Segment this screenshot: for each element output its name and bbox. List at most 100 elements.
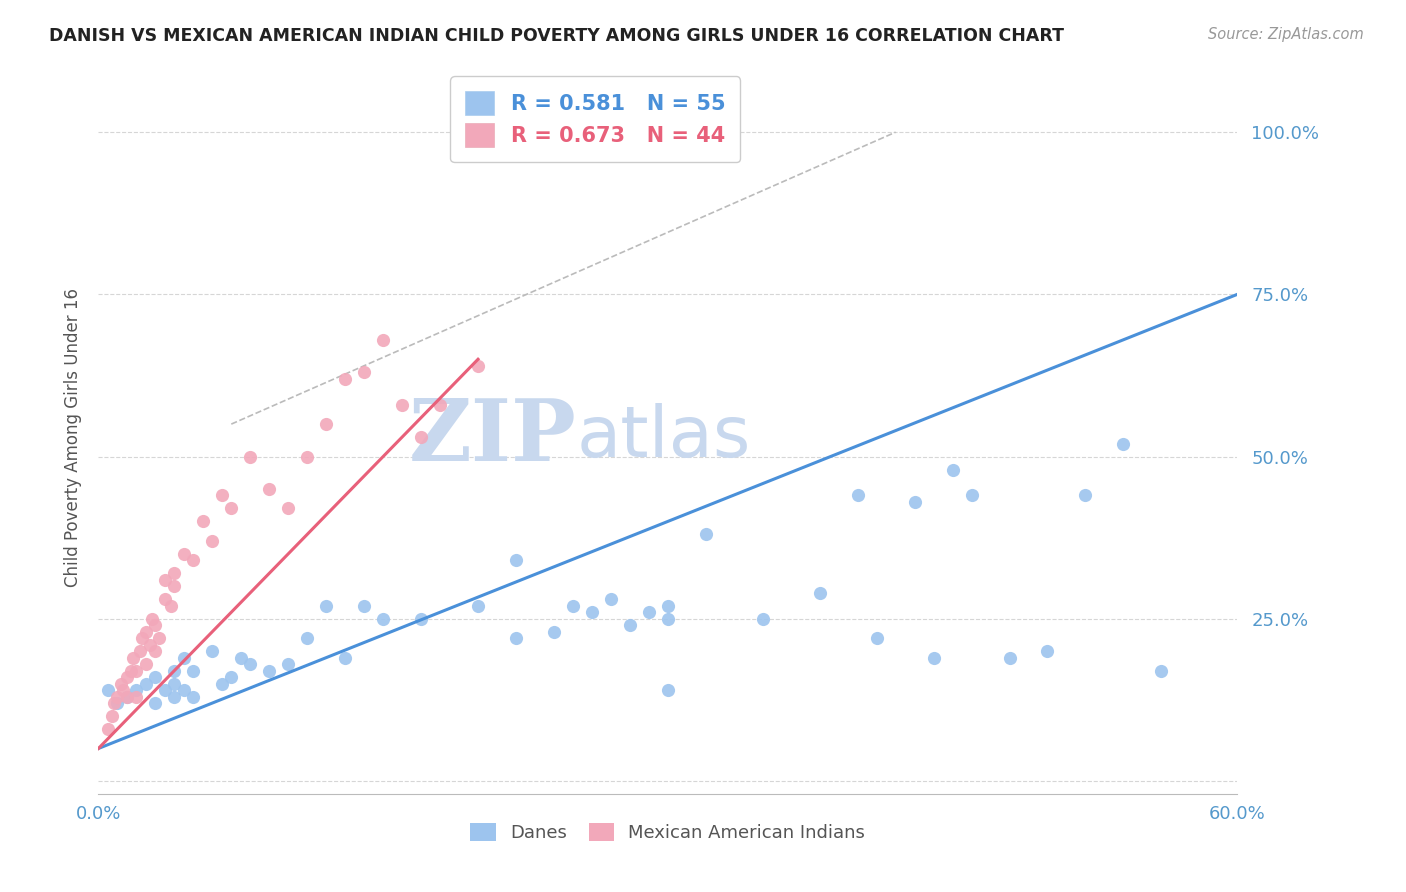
Point bbox=[163, 579, 186, 593]
Point bbox=[353, 599, 375, 613]
Point bbox=[657, 612, 679, 626]
Point bbox=[201, 533, 224, 548]
Point bbox=[163, 664, 186, 678]
Point bbox=[808, 586, 831, 600]
Point bbox=[107, 690, 129, 704]
Point bbox=[543, 624, 565, 639]
Point bbox=[131, 631, 153, 645]
Point bbox=[115, 690, 138, 704]
Point bbox=[239, 657, 262, 672]
Point bbox=[411, 612, 433, 626]
Point bbox=[112, 683, 135, 698]
Point bbox=[391, 398, 413, 412]
Point bbox=[211, 676, 233, 690]
Point bbox=[353, 365, 375, 379]
Point bbox=[371, 333, 394, 347]
Point bbox=[153, 592, 176, 607]
Point bbox=[600, 592, 623, 607]
Point bbox=[145, 644, 167, 658]
Point bbox=[315, 417, 337, 431]
Point bbox=[277, 657, 299, 672]
Point bbox=[135, 624, 157, 639]
Point bbox=[153, 573, 176, 587]
Point bbox=[371, 612, 394, 626]
Point bbox=[335, 650, 357, 665]
Point bbox=[239, 450, 262, 464]
Point bbox=[145, 696, 167, 710]
Point bbox=[581, 605, 603, 619]
Point bbox=[148, 631, 170, 645]
Point bbox=[942, 462, 965, 476]
Point bbox=[846, 488, 869, 502]
Point bbox=[115, 670, 138, 684]
Point bbox=[103, 696, 125, 710]
Point bbox=[695, 527, 717, 541]
Point bbox=[998, 650, 1021, 665]
Point bbox=[315, 599, 337, 613]
Point bbox=[904, 495, 927, 509]
Text: atlas: atlas bbox=[576, 402, 751, 472]
Point bbox=[129, 644, 152, 658]
Point bbox=[153, 683, 176, 698]
Point bbox=[505, 631, 527, 645]
Point bbox=[221, 501, 243, 516]
Point bbox=[135, 676, 157, 690]
Point bbox=[138, 638, 160, 652]
Point bbox=[120, 664, 142, 678]
Point bbox=[752, 612, 775, 626]
Y-axis label: Child Poverty Among Girls Under 16: Child Poverty Among Girls Under 16 bbox=[63, 287, 82, 587]
Point bbox=[159, 599, 181, 613]
Point bbox=[173, 683, 195, 698]
Point bbox=[467, 359, 489, 373]
Point bbox=[163, 676, 186, 690]
Point bbox=[125, 683, 148, 698]
Point bbox=[429, 398, 451, 412]
Point bbox=[411, 430, 433, 444]
Point bbox=[191, 515, 214, 529]
Point bbox=[1036, 644, 1059, 658]
Text: ZIP: ZIP bbox=[409, 395, 576, 479]
Point bbox=[259, 482, 281, 496]
Point bbox=[110, 676, 132, 690]
Point bbox=[183, 553, 205, 567]
Point bbox=[619, 618, 641, 632]
Point bbox=[135, 657, 157, 672]
Point bbox=[201, 644, 224, 658]
Point bbox=[163, 566, 186, 581]
Point bbox=[1150, 664, 1173, 678]
Point bbox=[183, 690, 205, 704]
Point bbox=[1074, 488, 1097, 502]
Point bbox=[163, 690, 186, 704]
Point bbox=[657, 683, 679, 698]
Point bbox=[221, 670, 243, 684]
Point bbox=[100, 709, 122, 723]
Point bbox=[259, 664, 281, 678]
Text: DANISH VS MEXICAN AMERICAN INDIAN CHILD POVERTY AMONG GIRLS UNDER 16 CORRELATION: DANISH VS MEXICAN AMERICAN INDIAN CHILD … bbox=[49, 27, 1064, 45]
Point bbox=[145, 670, 167, 684]
Point bbox=[97, 683, 120, 698]
Point bbox=[115, 690, 138, 704]
Point bbox=[211, 488, 233, 502]
Point bbox=[638, 605, 661, 619]
Point bbox=[97, 722, 120, 736]
Point bbox=[467, 599, 489, 613]
Point bbox=[125, 690, 148, 704]
Point bbox=[107, 696, 129, 710]
Point bbox=[183, 664, 205, 678]
Text: Source: ZipAtlas.com: Source: ZipAtlas.com bbox=[1208, 27, 1364, 42]
Point bbox=[922, 650, 945, 665]
Point bbox=[297, 631, 319, 645]
Point bbox=[125, 664, 148, 678]
Point bbox=[141, 612, 163, 626]
Point bbox=[960, 488, 983, 502]
Point bbox=[505, 553, 527, 567]
Point bbox=[1112, 436, 1135, 450]
Point bbox=[562, 599, 585, 613]
Point bbox=[145, 618, 167, 632]
Point bbox=[335, 372, 357, 386]
Point bbox=[121, 650, 143, 665]
Point bbox=[866, 631, 889, 645]
Legend: Danes, Mexican American Indians: Danes, Mexican American Indians bbox=[463, 815, 873, 849]
Point bbox=[657, 599, 679, 613]
Point bbox=[173, 650, 195, 665]
